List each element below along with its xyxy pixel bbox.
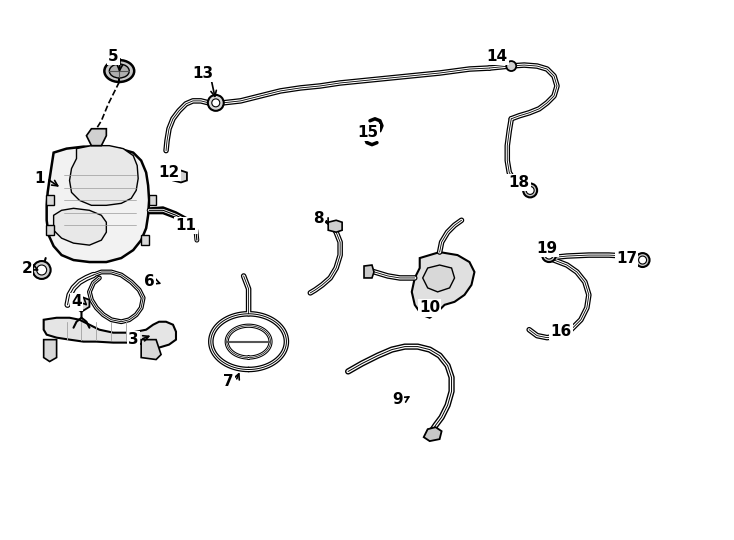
Polygon shape xyxy=(46,225,54,235)
Ellipse shape xyxy=(109,64,129,78)
Polygon shape xyxy=(364,265,374,278)
Text: 8: 8 xyxy=(313,211,324,226)
Circle shape xyxy=(526,186,534,194)
Circle shape xyxy=(506,61,516,71)
Circle shape xyxy=(37,265,47,275)
Text: 15: 15 xyxy=(357,125,379,140)
Text: 19: 19 xyxy=(537,241,558,255)
Polygon shape xyxy=(423,265,454,292)
Polygon shape xyxy=(173,171,187,183)
Circle shape xyxy=(208,95,224,111)
Polygon shape xyxy=(87,129,106,146)
Circle shape xyxy=(212,99,219,107)
Text: 5: 5 xyxy=(108,49,119,64)
Text: 1: 1 xyxy=(34,171,45,186)
Text: 16: 16 xyxy=(550,324,572,339)
Text: 11: 11 xyxy=(175,218,197,233)
Circle shape xyxy=(639,256,647,264)
Text: 9: 9 xyxy=(393,392,403,407)
Circle shape xyxy=(636,253,650,267)
Polygon shape xyxy=(412,252,474,318)
Circle shape xyxy=(542,248,556,262)
Polygon shape xyxy=(328,220,342,232)
Polygon shape xyxy=(70,146,138,205)
Polygon shape xyxy=(43,318,176,348)
Text: 4: 4 xyxy=(71,294,81,309)
Text: 2: 2 xyxy=(21,260,32,275)
Text: 3: 3 xyxy=(128,332,139,347)
Polygon shape xyxy=(46,195,54,205)
Polygon shape xyxy=(73,297,90,312)
Polygon shape xyxy=(47,147,149,262)
Text: 12: 12 xyxy=(159,165,180,180)
Text: 18: 18 xyxy=(509,175,530,190)
Text: 13: 13 xyxy=(192,65,214,80)
Text: 6: 6 xyxy=(144,274,154,289)
Text: 7: 7 xyxy=(223,374,234,389)
Polygon shape xyxy=(149,195,156,205)
Text: 14: 14 xyxy=(487,49,508,64)
Circle shape xyxy=(545,251,553,259)
Circle shape xyxy=(33,261,51,279)
Polygon shape xyxy=(424,427,442,441)
Text: 17: 17 xyxy=(616,251,637,266)
Circle shape xyxy=(523,184,537,198)
Polygon shape xyxy=(43,340,57,361)
Ellipse shape xyxy=(104,60,134,82)
Text: 10: 10 xyxy=(419,300,440,315)
Polygon shape xyxy=(141,340,161,360)
Polygon shape xyxy=(141,235,149,245)
Polygon shape xyxy=(54,208,106,245)
